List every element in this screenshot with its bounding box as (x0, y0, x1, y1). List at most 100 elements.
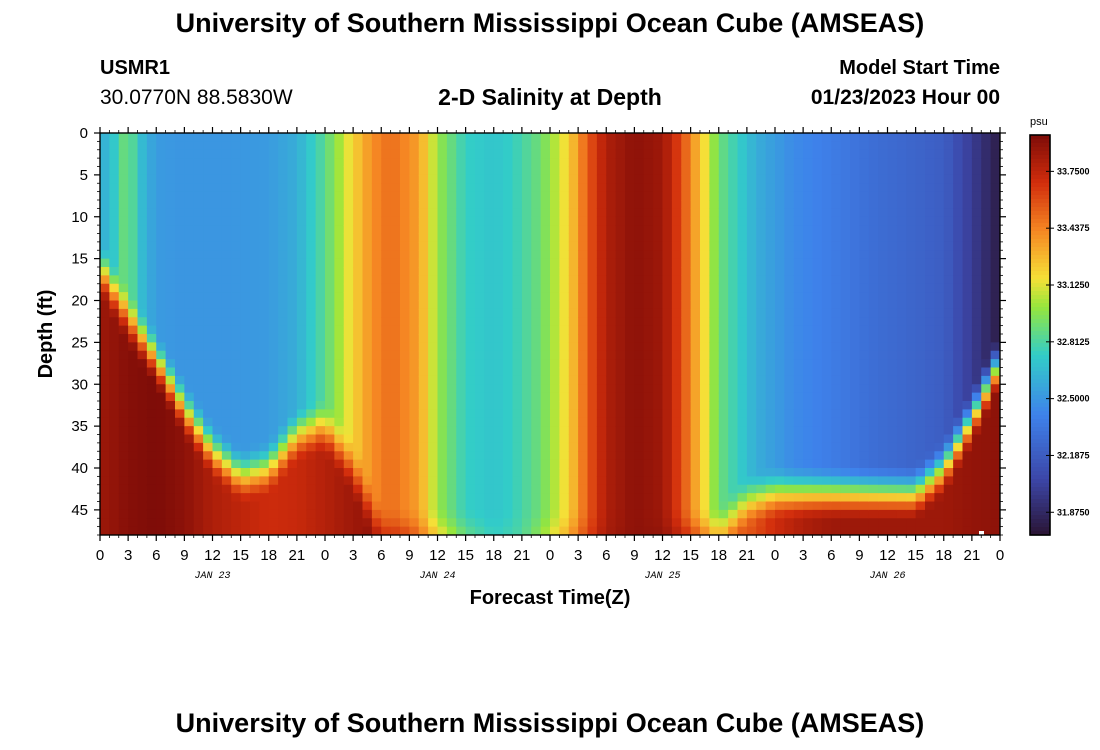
heatmap-cell (831, 509, 842, 519)
heatmap-cell (128, 283, 139, 293)
heatmap-cell (446, 141, 457, 151)
heatmap-cell (653, 275, 664, 285)
heatmap-cell (953, 451, 964, 461)
heatmap-cell (971, 317, 982, 327)
heatmap-cell (231, 325, 242, 335)
heatmap-cell (765, 434, 776, 444)
heatmap-cell (353, 426, 364, 436)
heatmap-cell (465, 493, 476, 503)
heatmap-cell (409, 241, 420, 251)
heatmap-cell (475, 359, 485, 369)
heatmap-cell (521, 384, 532, 394)
heatmap-cell (812, 133, 823, 142)
heatmap-cell (240, 141, 251, 151)
heatmap-cell (878, 375, 889, 385)
heatmap-cell (878, 141, 889, 151)
heatmap-cell (259, 241, 270, 251)
heatmap-cell (456, 434, 467, 444)
heatmap-cell (971, 426, 982, 436)
heatmap-cell (137, 283, 148, 293)
heatmap-cell (887, 317, 898, 327)
heatmap-cell (793, 267, 804, 276)
heatmap-cell (465, 518, 476, 528)
heatmap-cell (568, 258, 579, 268)
heatmap-cell (812, 384, 823, 394)
heatmap-cell (137, 367, 148, 377)
heatmap-cell (343, 174, 354, 184)
heatmap-cell (146, 451, 157, 461)
heatmap-cell (287, 526, 298, 535)
heatmap-cell (634, 384, 645, 394)
heatmap-cell (493, 191, 504, 201)
heatmap-cell (803, 300, 814, 310)
heatmap-cell (878, 225, 889, 235)
heatmap-cell (943, 174, 954, 184)
heatmap-cell (287, 250, 298, 260)
heatmap-cell (896, 359, 907, 369)
heatmap-cell (362, 267, 373, 276)
heatmap-cell (606, 200, 617, 209)
heatmap-cell (531, 426, 542, 436)
heatmap-cell (709, 392, 720, 402)
heatmap-cell (568, 426, 579, 436)
heatmap-cell (278, 208, 289, 218)
heatmap-cell (568, 509, 579, 519)
heatmap-cell (737, 250, 748, 260)
heatmap-cell (690, 241, 701, 251)
heatmap-cell (418, 250, 429, 260)
heatmap-cell (100, 325, 110, 335)
heatmap-cell (146, 526, 157, 535)
heatmap-cell (765, 141, 776, 151)
heatmap-cell (634, 434, 645, 444)
heatmap-cell (446, 174, 457, 184)
heatmap-cell (728, 233, 739, 243)
heatmap-cell (831, 375, 842, 385)
heatmap-cell (568, 325, 579, 335)
heatmap-cell (371, 225, 382, 235)
heatmap-cell (325, 183, 335, 193)
heatmap-cell (990, 350, 1000, 360)
heatmap-cell (109, 459, 120, 469)
heatmap-cell (746, 191, 757, 201)
heatmap-cell (812, 317, 823, 327)
heatmap-cell (746, 174, 757, 184)
heatmap-cell (568, 250, 579, 260)
heatmap-cell (737, 392, 748, 402)
heatmap-cell (212, 241, 223, 251)
heatmap-cell (287, 484, 298, 494)
heatmap-cell (268, 526, 279, 535)
heatmap-cell (250, 468, 260, 477)
heatmap-cell (221, 459, 232, 469)
heatmap-cell (390, 166, 401, 176)
heatmap-cell (193, 308, 204, 318)
heatmap-cell (184, 158, 195, 168)
heatmap-cell (784, 468, 795, 477)
heatmap-cell (625, 267, 635, 276)
heatmap-cell (784, 133, 795, 142)
heatmap-cell (971, 350, 982, 360)
heatmap-cell (934, 241, 945, 251)
heatmap-cell (221, 267, 232, 276)
heatmap-cell (906, 158, 917, 168)
heatmap-cell (212, 250, 223, 260)
heatmap-cell (175, 375, 185, 385)
heatmap-cell (146, 317, 157, 327)
heatmap-cell (400, 334, 410, 343)
heatmap-cell (850, 208, 860, 218)
heatmap-cell (606, 334, 617, 343)
heatmap-cell (240, 401, 251, 410)
heatmap-cell (493, 317, 504, 327)
heatmap-cell (709, 493, 720, 503)
heatmap-cell (278, 375, 289, 385)
heatmap-cell (371, 292, 382, 302)
heatmap-cell (681, 166, 692, 176)
heatmap-cell (737, 233, 748, 243)
heatmap-cell (521, 141, 532, 151)
heatmap-cell (690, 158, 701, 168)
heatmap-cell (353, 484, 364, 494)
heatmap-cell (700, 208, 710, 218)
heatmap-cell (334, 484, 345, 494)
heatmap-cell (887, 308, 898, 318)
heatmap-cell (587, 216, 598, 226)
heatmap-cell (606, 375, 617, 385)
